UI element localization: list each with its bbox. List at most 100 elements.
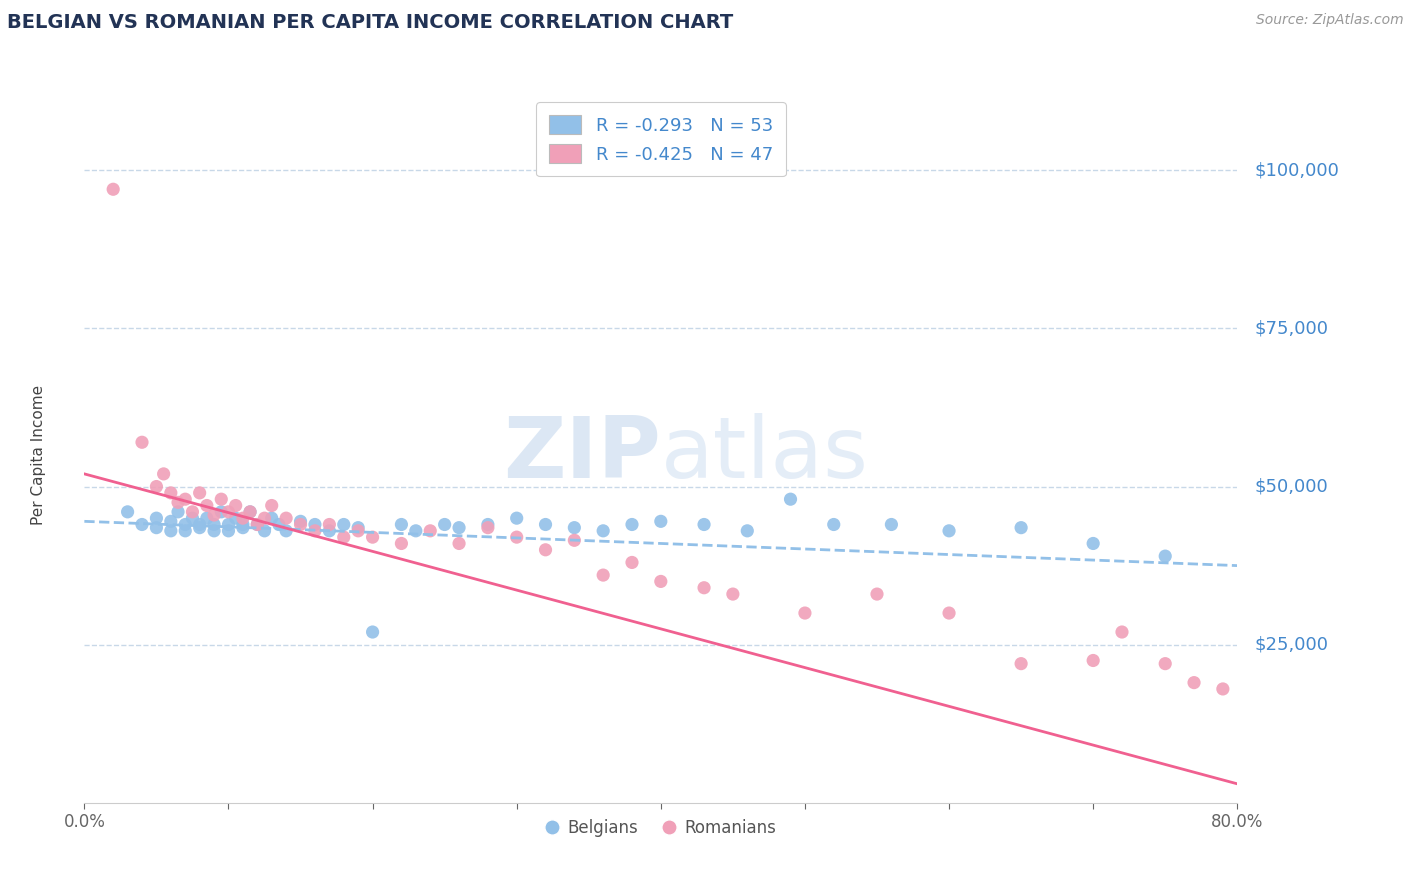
Point [1010, 521, 1032, 535]
Point [1182, 675, 1205, 690]
Point [347, 521, 370, 535]
Point [232, 511, 254, 525]
Point [880, 517, 903, 532]
Legend: Belgians, Romanians: Belgians, Romanians [538, 812, 783, 843]
Point [449, 521, 471, 535]
Point [188, 486, 211, 500]
Point [181, 505, 204, 519]
Point [276, 511, 298, 525]
Point [477, 521, 499, 535]
Point [318, 517, 340, 532]
Point [361, 625, 384, 640]
Point [693, 517, 716, 532]
Point [621, 556, 644, 570]
Text: Source: ZipAtlas.com: Source: ZipAtlas.com [1256, 13, 1403, 28]
Point [433, 517, 456, 532]
Point [1083, 536, 1105, 550]
Point [1083, 653, 1105, 667]
Point [564, 521, 586, 535]
Point [276, 524, 298, 538]
Point [866, 587, 889, 601]
Text: BELGIAN VS ROMANIAN PER CAPITA INCOME CORRELATION CHART: BELGIAN VS ROMANIAN PER CAPITA INCOME CO… [7, 13, 734, 32]
Text: $25,000: $25,000 [1254, 636, 1329, 654]
Point [304, 517, 326, 532]
Point [621, 517, 644, 532]
Point [145, 521, 167, 535]
Point [181, 511, 204, 525]
Point [1154, 549, 1177, 563]
Point [534, 517, 557, 532]
Point [721, 587, 744, 601]
Text: Per Capita Income: Per Capita Income [31, 384, 46, 525]
Point [218, 505, 240, 519]
Point [188, 521, 211, 535]
Point [209, 492, 232, 507]
Point [419, 524, 441, 538]
Point [794, 606, 817, 620]
Point [290, 514, 312, 528]
Point [195, 511, 218, 525]
Point [823, 517, 845, 532]
Point [650, 574, 672, 589]
Point [290, 517, 312, 532]
Point [103, 182, 124, 196]
Point [449, 536, 471, 550]
Point [361, 530, 384, 544]
Point [145, 479, 167, 493]
Point [174, 517, 197, 532]
Point [167, 505, 190, 519]
Point [534, 542, 557, 557]
Point [253, 511, 276, 525]
Point [564, 533, 586, 548]
Point [202, 508, 225, 522]
Point [225, 499, 247, 513]
Point [145, 511, 167, 525]
Text: ZIP: ZIP [503, 413, 661, 497]
Point [167, 495, 190, 509]
Point [232, 521, 254, 535]
Point [347, 524, 370, 538]
Point [260, 499, 283, 513]
Point [152, 467, 174, 481]
Point [239, 505, 262, 519]
Point [246, 517, 269, 532]
Point [1212, 681, 1234, 696]
Point [477, 517, 499, 532]
Point [1154, 657, 1177, 671]
Point [160, 514, 183, 528]
Point [938, 524, 960, 538]
Text: $75,000: $75,000 [1254, 319, 1329, 337]
Point [246, 517, 269, 532]
Point [650, 514, 672, 528]
Point [333, 530, 356, 544]
Point [202, 524, 225, 538]
Point [779, 492, 801, 507]
Point [506, 511, 529, 525]
Point [405, 524, 427, 538]
Point [174, 492, 197, 507]
Point [218, 524, 240, 538]
Point [253, 524, 276, 538]
Point [131, 435, 153, 450]
Point [188, 517, 211, 532]
Point [391, 536, 413, 550]
Point [304, 524, 326, 538]
Point [267, 517, 290, 532]
Point [160, 486, 183, 500]
Point [202, 517, 225, 532]
Point [1010, 657, 1032, 671]
Point [160, 524, 183, 538]
Point [131, 517, 153, 532]
Point [260, 511, 283, 525]
Point [318, 524, 340, 538]
Text: $100,000: $100,000 [1254, 161, 1340, 179]
Point [693, 581, 716, 595]
Point [218, 517, 240, 532]
Point [209, 505, 232, 519]
Point [1111, 625, 1133, 640]
Point [333, 517, 356, 532]
Point [174, 524, 197, 538]
Point [506, 530, 529, 544]
Point [239, 505, 262, 519]
Point [938, 606, 960, 620]
